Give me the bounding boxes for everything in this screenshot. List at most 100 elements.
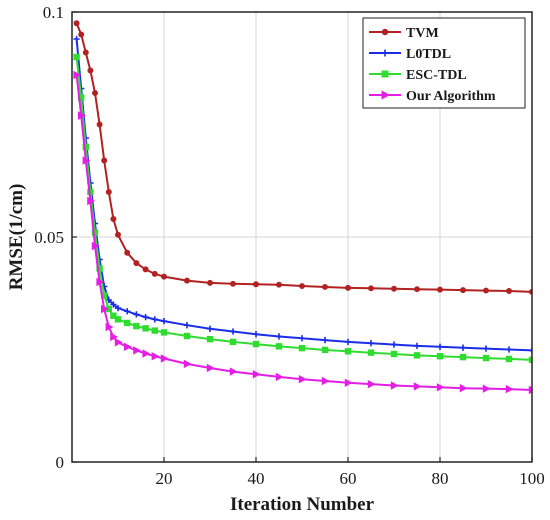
data-point: [459, 344, 467, 351]
data-point: [96, 277, 105, 287]
y-axis-label: RMSE(1/cm): [6, 184, 27, 291]
data-point: [368, 285, 374, 292]
data-point: [161, 273, 167, 280]
data-point: [252, 331, 260, 338]
data-point: [437, 286, 443, 293]
legend-item: L0TDL: [369, 47, 451, 62]
x-tick-label: 60: [340, 469, 357, 488]
data-point: [460, 287, 466, 294]
data-point: [142, 313, 149, 321]
data-point: [183, 332, 191, 340]
data-point: [151, 352, 160, 361]
data-point: [298, 335, 306, 342]
data-point: [505, 346, 513, 353]
data-point: [229, 367, 238, 376]
data-point: [207, 279, 213, 286]
data-point: [344, 348, 352, 355]
data-point: [101, 157, 108, 164]
data-point: [91, 241, 100, 251]
series-l0tdl: [73, 35, 532, 354]
data-point: [114, 304, 122, 312]
data-point: [82, 49, 89, 56]
data-point: [73, 70, 82, 80]
legend-label: L0TDL: [406, 47, 451, 62]
data-point: [413, 382, 422, 391]
data-point: [505, 384, 514, 394]
data-point: [344, 378, 353, 388]
data-point: [133, 322, 140, 330]
data-point: [298, 374, 307, 384]
data-point: [115, 231, 121, 238]
legend-item: Our Algorithm: [369, 89, 496, 104]
series-tvm: [73, 20, 532, 295]
data-point: [91, 229, 99, 236]
data-point: [105, 322, 114, 332]
data-point: [73, 35, 80, 43]
data-point: [381, 90, 391, 100]
data-point: [78, 111, 86, 120]
series-line: [75, 74, 532, 391]
data-point: [390, 350, 398, 358]
legend-item: TVM: [369, 26, 439, 41]
series-layer: [73, 20, 532, 395]
data-point: [459, 353, 467, 361]
x-axis-label: Iteration Number: [230, 494, 375, 515]
data-point: [151, 316, 158, 323]
data-point: [87, 67, 94, 74]
data-point: [321, 376, 330, 386]
data-point: [133, 260, 140, 267]
data-point: [142, 266, 149, 273]
data-point: [413, 352, 421, 359]
data-point: [390, 381, 399, 390]
data-point: [160, 329, 168, 336]
data-point: [436, 383, 445, 392]
data-point: [367, 340, 375, 347]
data-point: [133, 346, 142, 355]
data-point: [252, 340, 260, 348]
x-tick-label: 80: [432, 469, 449, 488]
data-point: [110, 216, 117, 222]
data-point: [482, 345, 490, 352]
data-point: [436, 343, 444, 350]
data-point: [82, 143, 89, 151]
x-tick-label: 20: [156, 469, 173, 488]
data-point: [151, 327, 159, 334]
data-point: [459, 383, 468, 393]
data-point: [92, 90, 98, 96]
data-point: [229, 328, 237, 335]
data-point: [124, 308, 131, 315]
y-tick-label: 0.1: [43, 3, 64, 22]
data-point: [275, 372, 284, 382]
data-point: [110, 301, 117, 308]
legend-item: ESC-TDL: [369, 68, 467, 83]
data-point: [391, 285, 397, 292]
data-point: [124, 319, 131, 327]
x-tick-label: 40: [248, 469, 265, 488]
data-point: [345, 284, 351, 291]
data-point: [344, 338, 352, 345]
data-point: [367, 349, 375, 356]
data-point: [298, 344, 306, 352]
data-point: [184, 277, 190, 284]
data-point: [206, 335, 214, 343]
data-point: [367, 379, 376, 389]
data-point: [276, 281, 282, 288]
data-point: [105, 189, 112, 195]
x-tick-label: 100: [519, 469, 545, 488]
legend: TVM L0TDL ESC-TDL Our Algorithm: [362, 17, 526, 109]
data-point: [124, 249, 131, 256]
data-point: [206, 363, 215, 373]
data-point: [114, 316, 122, 323]
legend-label: ESC-TDL: [406, 68, 467, 83]
data-point: [321, 336, 329, 344]
legend-label: Our Algorithm: [406, 89, 496, 104]
axis-ticks: 20 40 60 80 100 0 0.05 0.1: [34, 3, 545, 488]
data-point: [483, 287, 489, 294]
data-point: [73, 20, 80, 27]
data-point: [482, 354, 490, 362]
data-point: [321, 346, 329, 354]
y-tick-label: 0: [56, 453, 65, 472]
data-point: [114, 338, 123, 347]
data-point: [322, 283, 328, 290]
data-point: [275, 333, 283, 340]
